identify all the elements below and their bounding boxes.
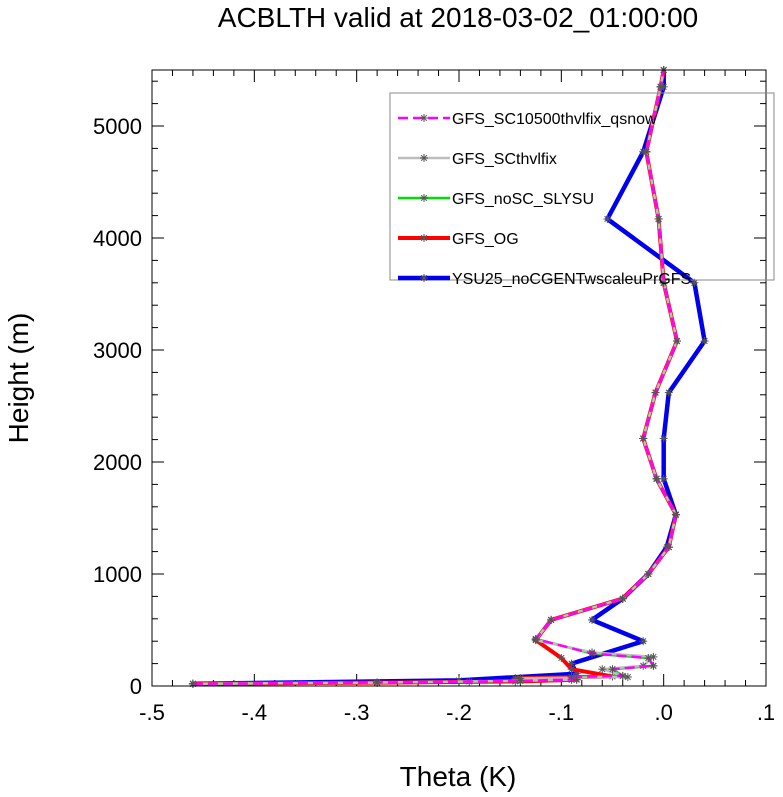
y-tick-label: 3000: [93, 338, 142, 363]
x-tick-label: -.5: [139, 700, 165, 725]
legend-item: GFS_SCthvlfix: [398, 151, 557, 168]
legend-marker: [420, 234, 428, 242]
data-point-marker: [700, 337, 709, 346]
chart-title: ACBLTH valid at 2018-03-02_01:00:00: [218, 2, 698, 33]
data-point-marker: [651, 388, 660, 397]
data-point-marker: [373, 678, 382, 687]
data-point-marker: [567, 665, 576, 674]
data-point-marker: [531, 634, 540, 643]
data-point-marker: [649, 661, 658, 670]
legend-label: GFS_noSC_SLYSU: [452, 191, 594, 208]
legend-marker: [420, 114, 428, 122]
data-point-marker: [654, 214, 663, 223]
series-line: [192, 69, 679, 686]
x-tick-label: .0: [654, 700, 672, 725]
legend-item: GFS_SC10500thvlfix_qsnow: [398, 111, 657, 128]
x-tick-label: -.4: [241, 700, 267, 725]
y-tick-label: 4000: [93, 226, 142, 251]
data-point-marker: [516, 676, 525, 685]
data-point-marker: [644, 654, 653, 662]
series-GFS_OG: [188, 66, 681, 688]
x-tick-label: -.1: [548, 700, 574, 725]
data-point-marker: [603, 214, 612, 223]
legend-label: YSU25_noCGENTwscaleuPrGFS: [452, 271, 691, 288]
legend-item: YSU25_noCGENTwscaleuPrGFS: [398, 271, 691, 288]
data-point-marker: [639, 434, 648, 443]
y-tick-label: 2000: [93, 450, 142, 475]
data-point-marker: [567, 673, 576, 682]
series-line: [192, 69, 679, 686]
x-tick-label: -.2: [446, 700, 472, 725]
series-layer: [188, 66, 709, 688]
y-tick-label: 0: [130, 674, 142, 699]
data-point-marker: [659, 434, 668, 443]
series-GFS_noSC_SLYSU: [188, 66, 681, 688]
series-GFS_SC10500thvlfix_qsnow: [188, 66, 681, 688]
legend-box: [389, 92, 775, 281]
legend-item: GFS_noSC_SLYSU: [398, 191, 594, 208]
data-point-marker: [618, 671, 627, 680]
axis-ticks: -.5 -.4 -.3 -.2 -.1 .0 .1 0 1000 2000 3000 4000 5000: [93, 70, 775, 725]
data-point-marker: [547, 615, 556, 624]
legend-item: GFS_OG: [398, 231, 519, 248]
data-point-marker: [639, 637, 648, 646]
data-point-marker: [664, 388, 673, 397]
data-point-marker: [188, 679, 197, 688]
plot-frame: [151, 69, 767, 687]
x-axis-label: Theta (K): [400, 761, 517, 792]
series-YSU25_noCGENTwscaleuPrGFS: [188, 66, 709, 688]
data-point-marker: [588, 649, 597, 658]
data-point-marker: [664, 543, 673, 552]
y-tick-label: 5000: [93, 114, 142, 139]
data-point-marker: [588, 615, 597, 624]
data-point-marker: [623, 673, 632, 682]
data-point-marker: [649, 652, 658, 661]
series-line: [192, 69, 679, 686]
series-line: [192, 69, 679, 686]
legend-marker: [420, 194, 428, 202]
data-point-marker: [557, 654, 566, 662]
data-point-marker: [659, 474, 668, 483]
data-point-marker: [598, 665, 607, 674]
legend-marker: [420, 274, 428, 282]
data-point-marker: [656, 82, 665, 91]
legend-label: GFS_SCthvlfix: [452, 151, 557, 168]
legend-label: GFS_SC10500thvlfix_qsnow: [452, 111, 657, 128]
series-GFS_SCthvlfix: [188, 66, 681, 688]
legend-label: GFS_OG: [452, 231, 519, 248]
data-point-marker: [652, 474, 661, 483]
data-point-marker: [618, 594, 627, 603]
data-point-marker: [671, 510, 680, 519]
y-tick-label: 1000: [93, 562, 142, 587]
legend: GFS_SC10500thvlfix_qsnow GFS_SCthvlfix GFS…: [389, 92, 775, 288]
data-point-marker: [644, 570, 653, 578]
y-axis-label: Height (m): [3, 313, 34, 444]
data-point-marker: [642, 147, 651, 156]
x-tick-label: -.3: [344, 700, 370, 725]
data-point-marker: [672, 337, 681, 346]
x-tick-label: .1: [757, 700, 775, 725]
legend-marker: [420, 154, 428, 162]
data-point-marker: [608, 665, 617, 674]
